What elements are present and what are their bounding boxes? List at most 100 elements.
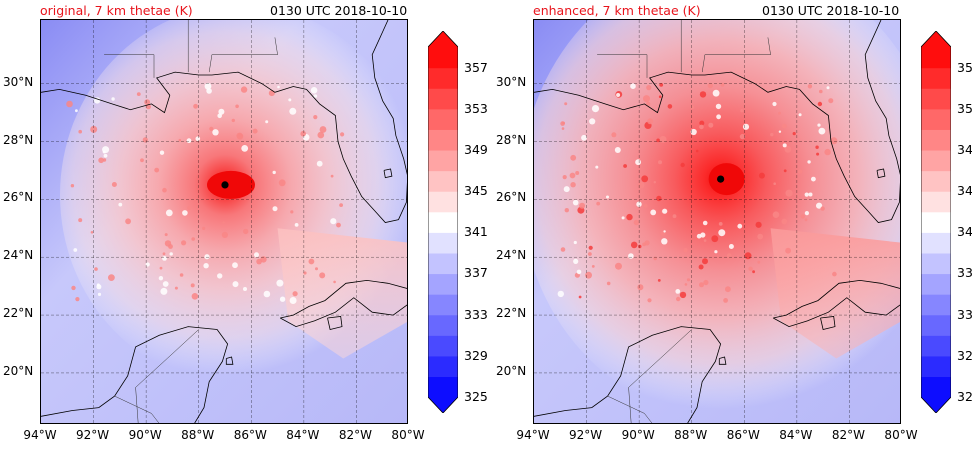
convective-cell — [758, 172, 765, 179]
convective-cell — [168, 244, 173, 249]
convective-cell — [702, 220, 708, 226]
convective-cell — [102, 158, 107, 162]
convective-cell — [190, 283, 195, 288]
convective-cell — [647, 118, 654, 125]
convective-cell — [773, 182, 776, 185]
convective-cell — [816, 202, 823, 209]
convective-cell — [575, 171, 580, 175]
convective-cell — [647, 298, 652, 303]
convective-cell — [772, 211, 780, 218]
map-canvas — [41, 20, 407, 423]
convective-cell — [585, 271, 592, 279]
convective-cell — [643, 204, 648, 208]
lake-okeechobee-outline — [383, 168, 393, 179]
storm-eyewall — [708, 163, 745, 196]
convective-cell — [818, 127, 826, 135]
map-original — [40, 19, 408, 424]
convective-cell — [718, 229, 726, 237]
convective-cell — [159, 150, 165, 155]
longitude-tick-label: 82°W — [338, 428, 372, 442]
convective-cell — [606, 281, 611, 286]
colorbar-band — [428, 294, 458, 316]
colorbar-band — [428, 149, 458, 172]
latitude-tick-label: 20°N — [3, 363, 34, 378]
convective-cell — [193, 103, 199, 109]
convective-cell — [240, 86, 248, 93]
latitude-tick-label: 24°N — [3, 248, 34, 263]
state-border — [607, 395, 653, 423]
convective-cell — [635, 159, 641, 166]
convective-cell — [330, 174, 334, 178]
convective-cell — [202, 226, 206, 230]
colorbar-band — [428, 314, 458, 336]
convective-cell — [570, 154, 577, 161]
convective-cell — [181, 240, 187, 246]
us-coastline — [41, 20, 407, 223]
convective-cell — [770, 132, 774, 137]
convective-cell — [672, 214, 677, 219]
convective-cell — [700, 232, 706, 238]
panel-enhanced: enhanced, 7 km thetae (K) 0130 UTC 2018-… — [486, 0, 972, 449]
convective-cell — [217, 273, 223, 279]
convective-cell — [319, 272, 326, 279]
longitude-tick-label: 82°W — [831, 428, 865, 442]
convective-cell — [711, 235, 719, 243]
convective-cell — [699, 124, 704, 130]
convective-cell — [744, 252, 752, 260]
convective-cell — [136, 92, 141, 96]
convective-cell — [807, 84, 813, 89]
convective-cell — [75, 109, 78, 113]
colorbar-band — [428, 335, 458, 357]
convective-cell — [656, 195, 662, 202]
convective-cell — [591, 105, 600, 113]
convective-cell — [195, 136, 201, 141]
convective-cell — [111, 182, 117, 187]
convective-cell — [560, 247, 566, 252]
convective-cell — [294, 223, 299, 227]
colorbar-band — [921, 273, 951, 295]
storm-center-dot — [717, 175, 725, 183]
convective-cell — [628, 253, 634, 259]
convective-cell — [804, 192, 809, 197]
convective-cell — [90, 125, 98, 133]
cozumel-coastline — [718, 356, 727, 365]
latitude-tick-label: 28°N — [496, 132, 527, 147]
panel-time: 0130 UTC 2018-10-10 — [270, 3, 408, 18]
convective-cell — [222, 221, 225, 224]
convective-cell — [650, 209, 657, 216]
colorbar-band — [428, 211, 458, 233]
convective-cell — [182, 210, 188, 216]
convective-cell — [178, 138, 182, 142]
convective-cell — [310, 87, 318, 94]
convective-cell — [169, 252, 173, 256]
cuba-coastline — [280, 279, 407, 328]
convective-cell — [807, 160, 811, 164]
convective-cell — [162, 256, 167, 261]
convective-cell — [144, 99, 151, 106]
colorbar-band — [921, 252, 951, 275]
convective-cell — [277, 85, 280, 89]
convective-cell — [797, 169, 803, 174]
convective-cell — [817, 101, 823, 107]
colorbar-extend-max — [921, 31, 951, 47]
latitude-tick-label: 28°N — [3, 132, 34, 147]
colorbar-original — [427, 30, 459, 414]
convective-cell — [145, 262, 150, 267]
latitude-tick-label: 30°N — [496, 74, 527, 89]
convective-cell — [103, 153, 108, 158]
convective-cell — [817, 123, 821, 127]
convective-cell — [720, 82, 725, 87]
convective-cell — [820, 206, 825, 211]
convective-cell — [699, 91, 707, 98]
convective-cell — [808, 192, 813, 197]
convective-cell — [621, 216, 625, 220]
colorbar-enhanced — [920, 30, 952, 414]
convective-cell — [308, 258, 315, 265]
convective-cell — [204, 82, 212, 90]
colorbar-band — [921, 211, 951, 233]
convective-cell — [276, 279, 284, 287]
convective-cell — [206, 88, 212, 94]
convective-cell — [562, 175, 567, 180]
longitude-tick-label: 88°W — [181, 428, 215, 442]
convective-cell — [643, 95, 650, 103]
